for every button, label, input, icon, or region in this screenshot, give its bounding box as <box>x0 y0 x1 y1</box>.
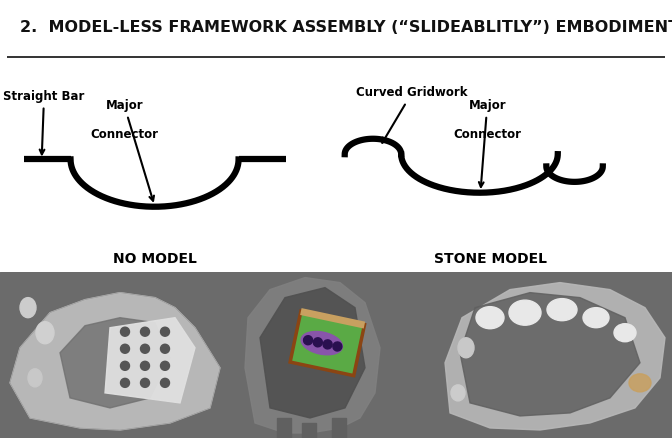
FancyBboxPatch shape <box>290 311 364 375</box>
Circle shape <box>313 338 323 347</box>
Polygon shape <box>460 293 640 416</box>
Bar <box>277 418 291 438</box>
Ellipse shape <box>301 332 343 355</box>
Ellipse shape <box>120 378 130 387</box>
Ellipse shape <box>28 369 42 387</box>
FancyBboxPatch shape <box>300 308 365 328</box>
Text: Straight Bar: Straight Bar <box>3 90 85 154</box>
Bar <box>302 423 316 438</box>
Ellipse shape <box>583 307 609 328</box>
Text: Curved Gridwork: Curved Gridwork <box>356 86 468 143</box>
Text: NO MODEL: NO MODEL <box>113 252 196 266</box>
Text: Connector: Connector <box>90 128 159 141</box>
Ellipse shape <box>547 299 577 321</box>
Ellipse shape <box>140 327 149 336</box>
Ellipse shape <box>629 374 651 392</box>
Polygon shape <box>60 318 170 408</box>
Text: Major: Major <box>468 99 506 187</box>
Ellipse shape <box>20 298 36 318</box>
Ellipse shape <box>161 378 169 387</box>
Polygon shape <box>445 283 665 430</box>
Ellipse shape <box>140 344 149 353</box>
Text: Major: Major <box>106 99 154 201</box>
Ellipse shape <box>120 344 130 353</box>
Ellipse shape <box>161 344 169 353</box>
Polygon shape <box>260 288 365 418</box>
Ellipse shape <box>458 338 474 358</box>
Ellipse shape <box>614 324 636 342</box>
Text: Connector: Connector <box>453 128 521 141</box>
Ellipse shape <box>509 300 541 325</box>
Ellipse shape <box>476 307 504 328</box>
Ellipse shape <box>140 361 149 370</box>
Ellipse shape <box>36 321 54 344</box>
Text: 2.  MODEL-LESS FRAMEWORK ASSEMBLY (“SLIDEABLITLY”) EMBODIMENT: 2. MODEL-LESS FRAMEWORK ASSEMBLY (“SLIDE… <box>20 20 672 35</box>
Circle shape <box>304 336 312 345</box>
Bar <box>332 418 346 438</box>
Text: STONE MODEL: STONE MODEL <box>434 252 547 266</box>
Polygon shape <box>245 278 380 433</box>
Polygon shape <box>10 293 220 430</box>
Circle shape <box>323 340 332 349</box>
Ellipse shape <box>161 327 169 336</box>
Polygon shape <box>105 318 195 403</box>
Ellipse shape <box>120 327 130 336</box>
Ellipse shape <box>120 361 130 370</box>
Ellipse shape <box>140 378 149 387</box>
Ellipse shape <box>451 385 465 401</box>
Ellipse shape <box>161 361 169 370</box>
Circle shape <box>333 342 342 351</box>
